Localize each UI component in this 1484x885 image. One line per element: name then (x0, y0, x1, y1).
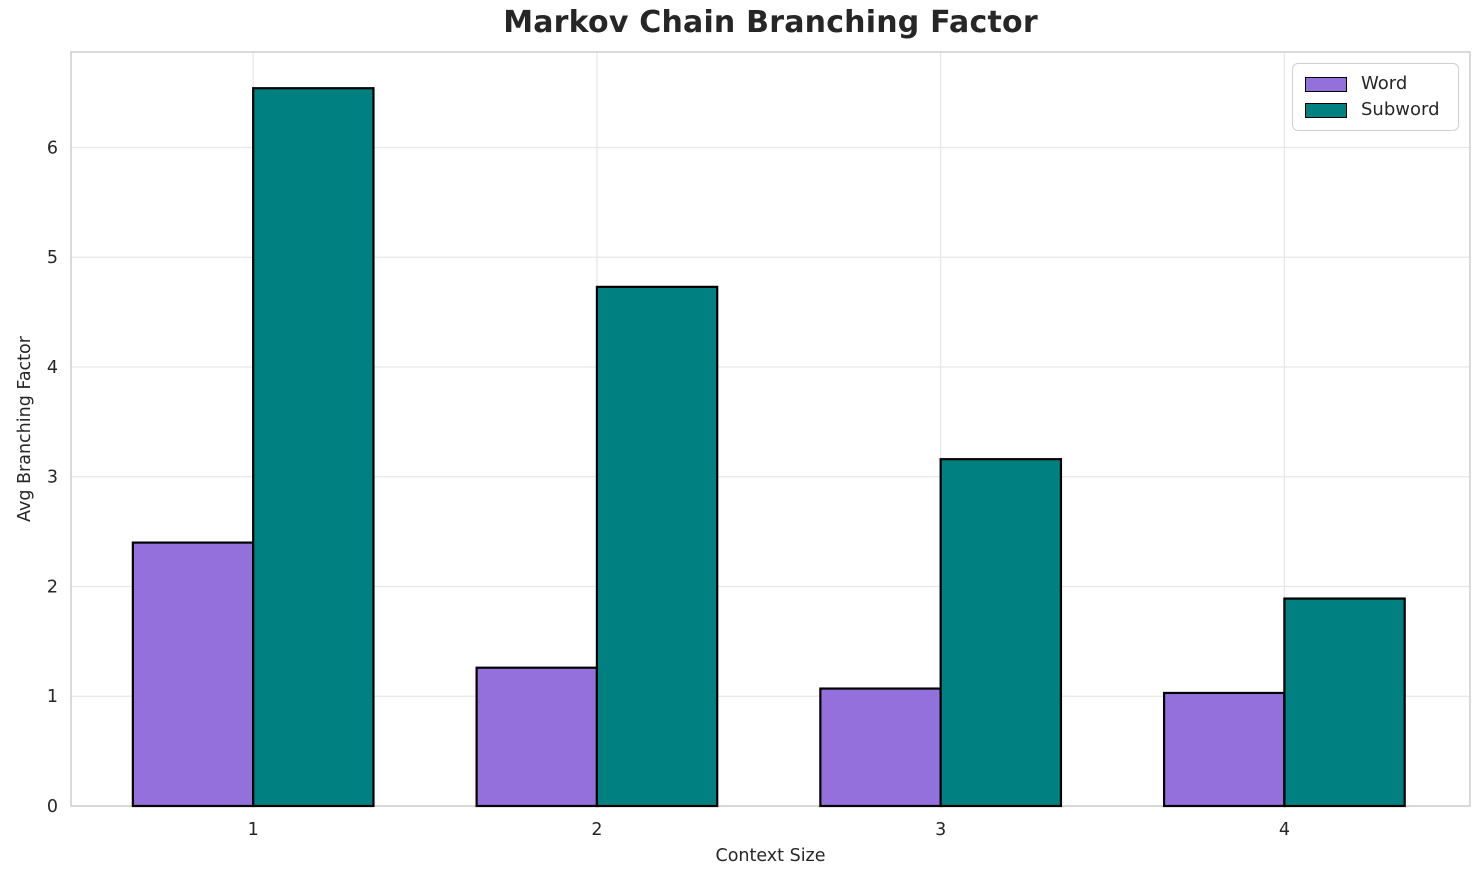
x-tick-label: 1 (248, 820, 259, 840)
y-tick-label: 3 (47, 468, 58, 488)
x-tick-label: 2 (591, 820, 602, 840)
bar-subword-1 (252, 87, 375, 808)
bar-subword-3 (939, 458, 1063, 808)
legend-item-subword: Subword (1305, 101, 1446, 119)
bar-word-2 (475, 666, 599, 808)
y-tick-label: 1 (47, 687, 58, 707)
legend-label-subword: Subword (1361, 99, 1440, 120)
bar-word-1 (131, 541, 255, 808)
chart-title: Markov Chain Branching Factor (503, 5, 1038, 40)
bar-subword-2 (595, 285, 719, 808)
y-axis-label: Avg Branching Factor (15, 336, 35, 522)
y-tick-label: 5 (47, 248, 58, 268)
y-tick-label: 6 (47, 138, 58, 158)
y-tick-label: 2 (47, 577, 58, 597)
y-tick-label: 0 (47, 797, 58, 817)
x-axis-label: Context Size (715, 846, 826, 866)
bar-word-3 (819, 687, 942, 808)
legend-item-word: Word (1305, 75, 1446, 93)
bar-subword-4 (1283, 597, 1406, 808)
plot-border (70, 51, 1471, 807)
legend-label-word: Word (1361, 73, 1408, 94)
legend: Word Subword (1292, 63, 1459, 131)
y-tick-label: 4 (47, 358, 58, 378)
legend-swatch-word (1305, 76, 1347, 92)
bar-word-4 (1162, 691, 1286, 808)
legend-swatch-subword (1305, 102, 1347, 118)
x-tick-label: 3 (935, 820, 946, 840)
x-tick-label: 4 (1279, 820, 1290, 840)
